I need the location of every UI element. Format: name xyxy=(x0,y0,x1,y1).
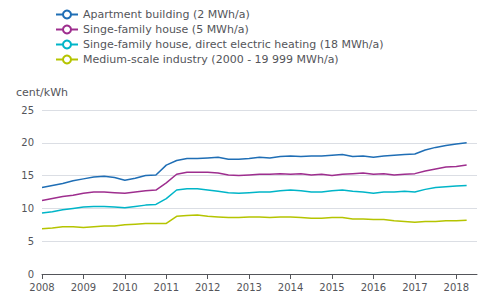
svg-text:2015: 2015 xyxy=(319,282,344,293)
svg-text:0: 0 xyxy=(28,269,34,280)
svg-text:20: 20 xyxy=(21,137,34,148)
svg-text:2012: 2012 xyxy=(195,282,220,293)
svg-text:10: 10 xyxy=(21,203,34,214)
svg-text:2018: 2018 xyxy=(444,282,469,293)
svg-text:15: 15 xyxy=(21,170,34,181)
svg-text:2014: 2014 xyxy=(278,282,303,293)
svg-text:2009: 2009 xyxy=(71,282,96,293)
svg-text:2011: 2011 xyxy=(154,282,179,293)
svg-text:2013: 2013 xyxy=(236,282,261,293)
svg-text:Singe-family house, direct ele: Singe-family house, direct electric heat… xyxy=(83,38,384,51)
svg-text:Apartment building (2 MWh/a): Apartment building (2 MWh/a) xyxy=(83,8,250,21)
svg-text:cent/kWh: cent/kWh xyxy=(16,86,68,99)
svg-text:5: 5 xyxy=(28,236,34,247)
svg-text:25: 25 xyxy=(21,105,34,116)
svg-text:2010: 2010 xyxy=(112,282,137,293)
svg-text:2016: 2016 xyxy=(361,282,386,293)
svg-text:Medium-scale industry (2000 -: Medium-scale industry (2000 - 19 999 MWh… xyxy=(83,53,339,66)
svg-text:2017: 2017 xyxy=(402,282,427,293)
svg-text:Singe-family house (5 MWh/a): Singe-family house (5 MWh/a) xyxy=(83,23,249,36)
svg-text:2008: 2008 xyxy=(29,282,54,293)
